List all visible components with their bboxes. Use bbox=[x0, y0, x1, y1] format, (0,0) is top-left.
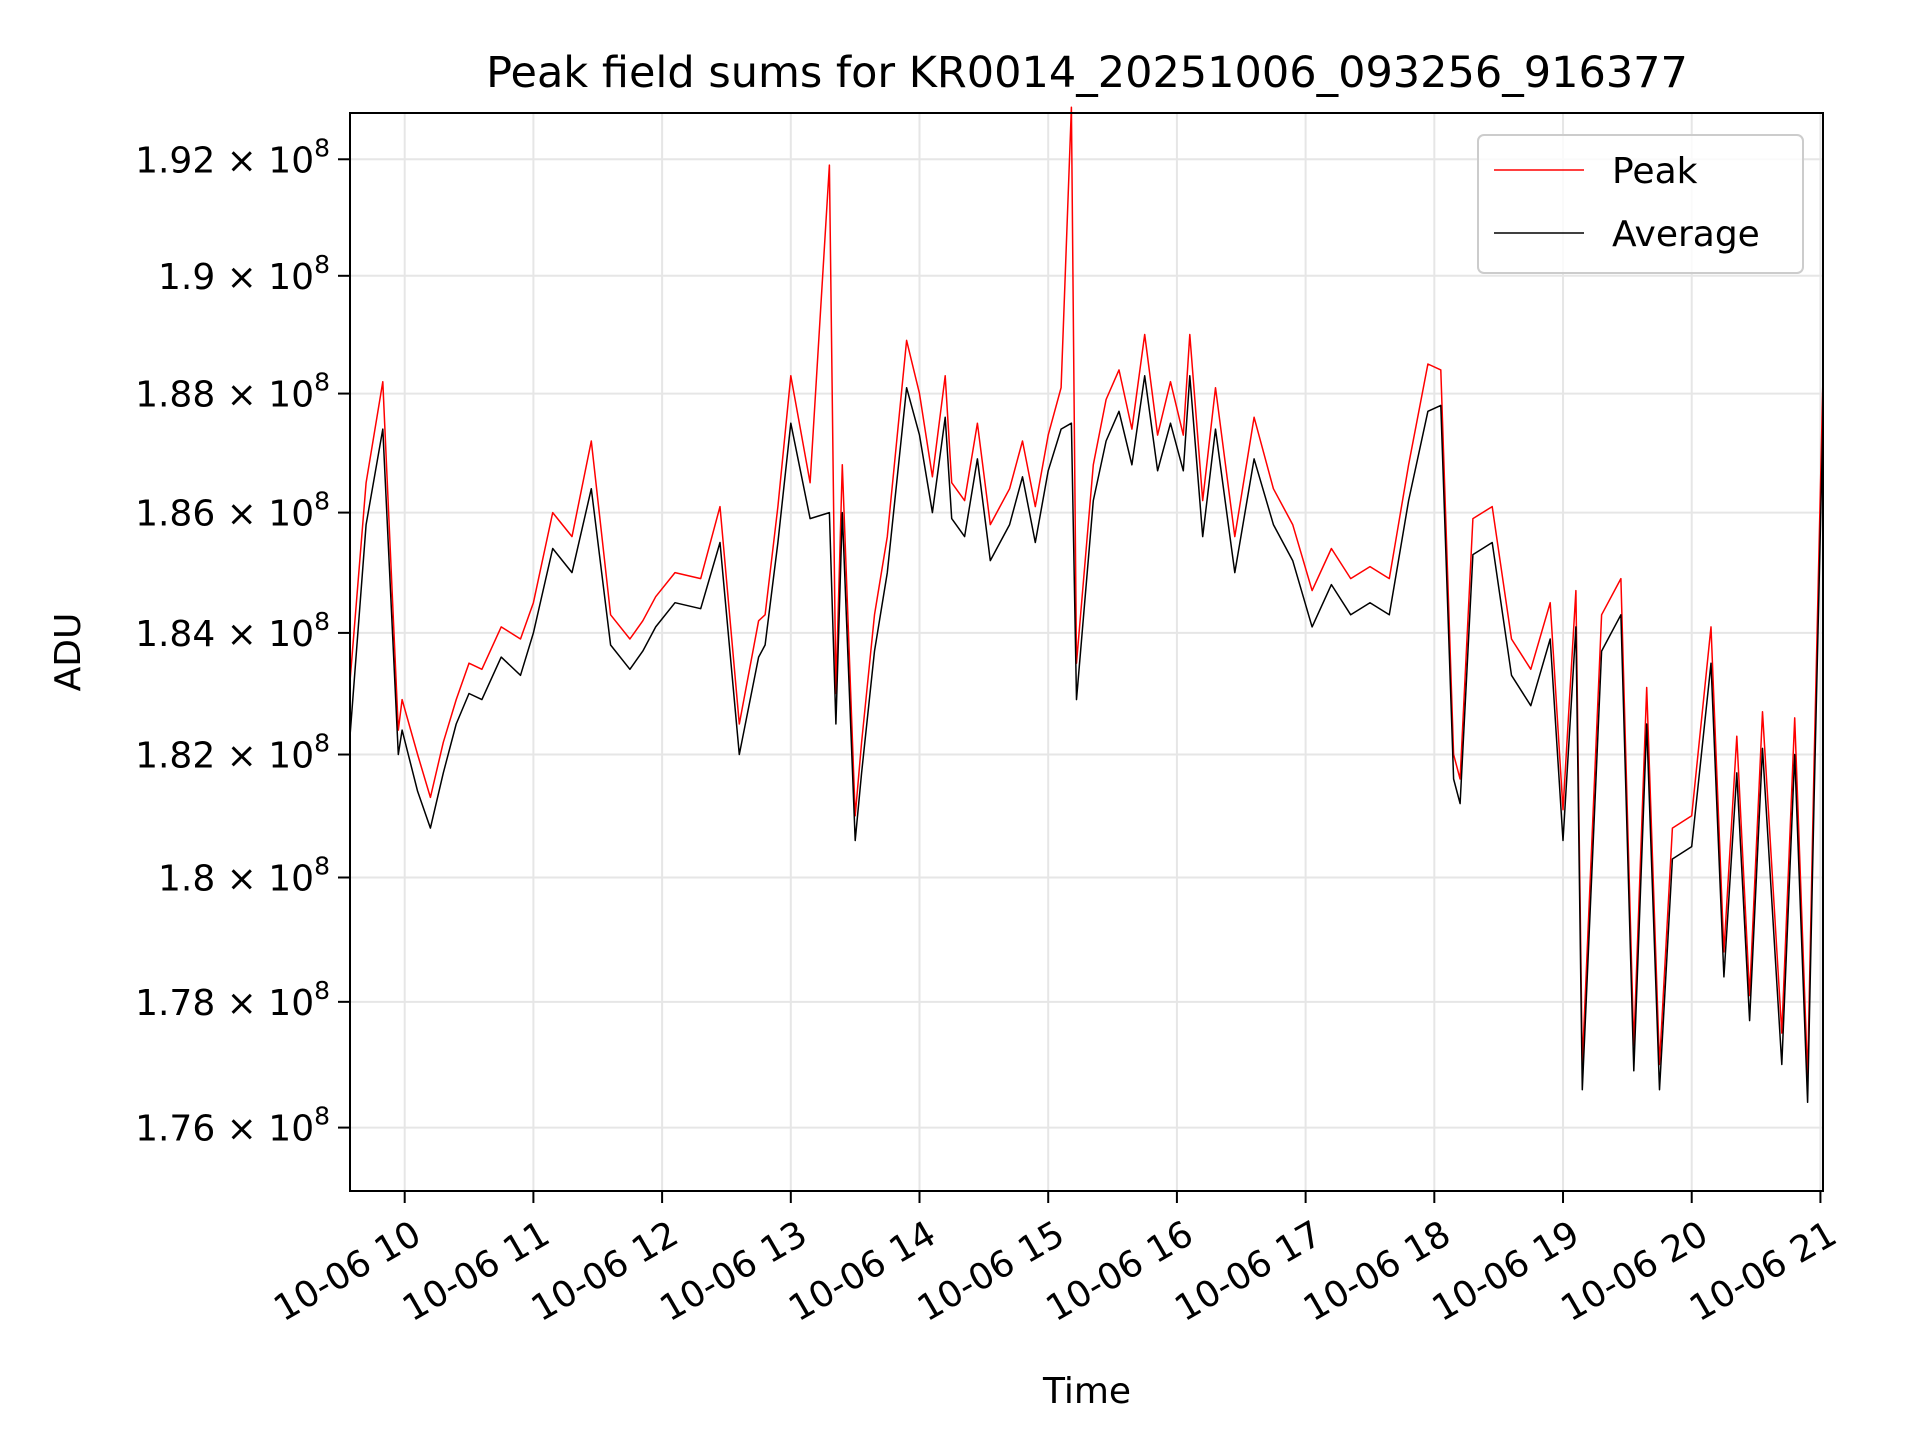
plot-area-frame bbox=[349, 112, 1824, 1192]
y-tick-label: 1.8 × 108 bbox=[158, 851, 330, 899]
chart-title: Peak field sums for KR0014_20251006_0932… bbox=[486, 48, 1688, 98]
legend: Peak Average bbox=[1477, 134, 1804, 274]
x-tick-label: 10-06 21 bbox=[1683, 1213, 1844, 1329]
x-tick-label: 10-06 12 bbox=[525, 1213, 686, 1329]
series-line-average bbox=[349, 375, 1824, 1104]
y-tick-label: 1.78 × 108 bbox=[135, 976, 330, 1024]
grid bbox=[350, 113, 1823, 1191]
y-tick-label: 1.9 × 108 bbox=[158, 250, 330, 298]
x-tick-label: 10-06 17 bbox=[1168, 1213, 1329, 1329]
x-tick-label: 10-06 19 bbox=[1426, 1213, 1587, 1329]
x-tick-label: 10-06 18 bbox=[1297, 1213, 1458, 1329]
y-tick-label: 1.92 × 108 bbox=[135, 133, 330, 181]
y-axis-ticks: 1.76 × 108 1.78 × 108 1.8 × 108 1.82 × 108 1… bbox=[135, 133, 350, 1150]
y-tick-label: 1.88 × 108 bbox=[135, 368, 330, 416]
x-axis-title: Time bbox=[1042, 1371, 1131, 1412]
x-tick-label: 10-06 11 bbox=[396, 1213, 557, 1329]
series-line-peak bbox=[349, 106, 1824, 1078]
legend-label-peak: Peak bbox=[1612, 151, 1698, 192]
x-tick-label: 10-06 20 bbox=[1554, 1213, 1715, 1329]
y-tick-label: 1.84 × 108 bbox=[135, 607, 330, 655]
y-tick-label: 1.76 × 108 bbox=[135, 1102, 330, 1150]
y-tick-label: 1.86 × 108 bbox=[135, 487, 330, 535]
legend-label-average: Average bbox=[1612, 214, 1760, 255]
y-axis-title: ADU bbox=[48, 613, 89, 692]
x-tick-label: 10-06 10 bbox=[267, 1213, 428, 1329]
x-tick-label: 10-06 16 bbox=[1040, 1213, 1201, 1329]
y-tick-label: 1.82 × 108 bbox=[135, 729, 330, 777]
plot-series bbox=[349, 106, 1824, 1104]
x-tick-label: 10-06 15 bbox=[911, 1213, 1072, 1329]
x-tick-label: 10-06 14 bbox=[782, 1213, 943, 1329]
x-tick-label: 10-06 13 bbox=[653, 1213, 814, 1329]
